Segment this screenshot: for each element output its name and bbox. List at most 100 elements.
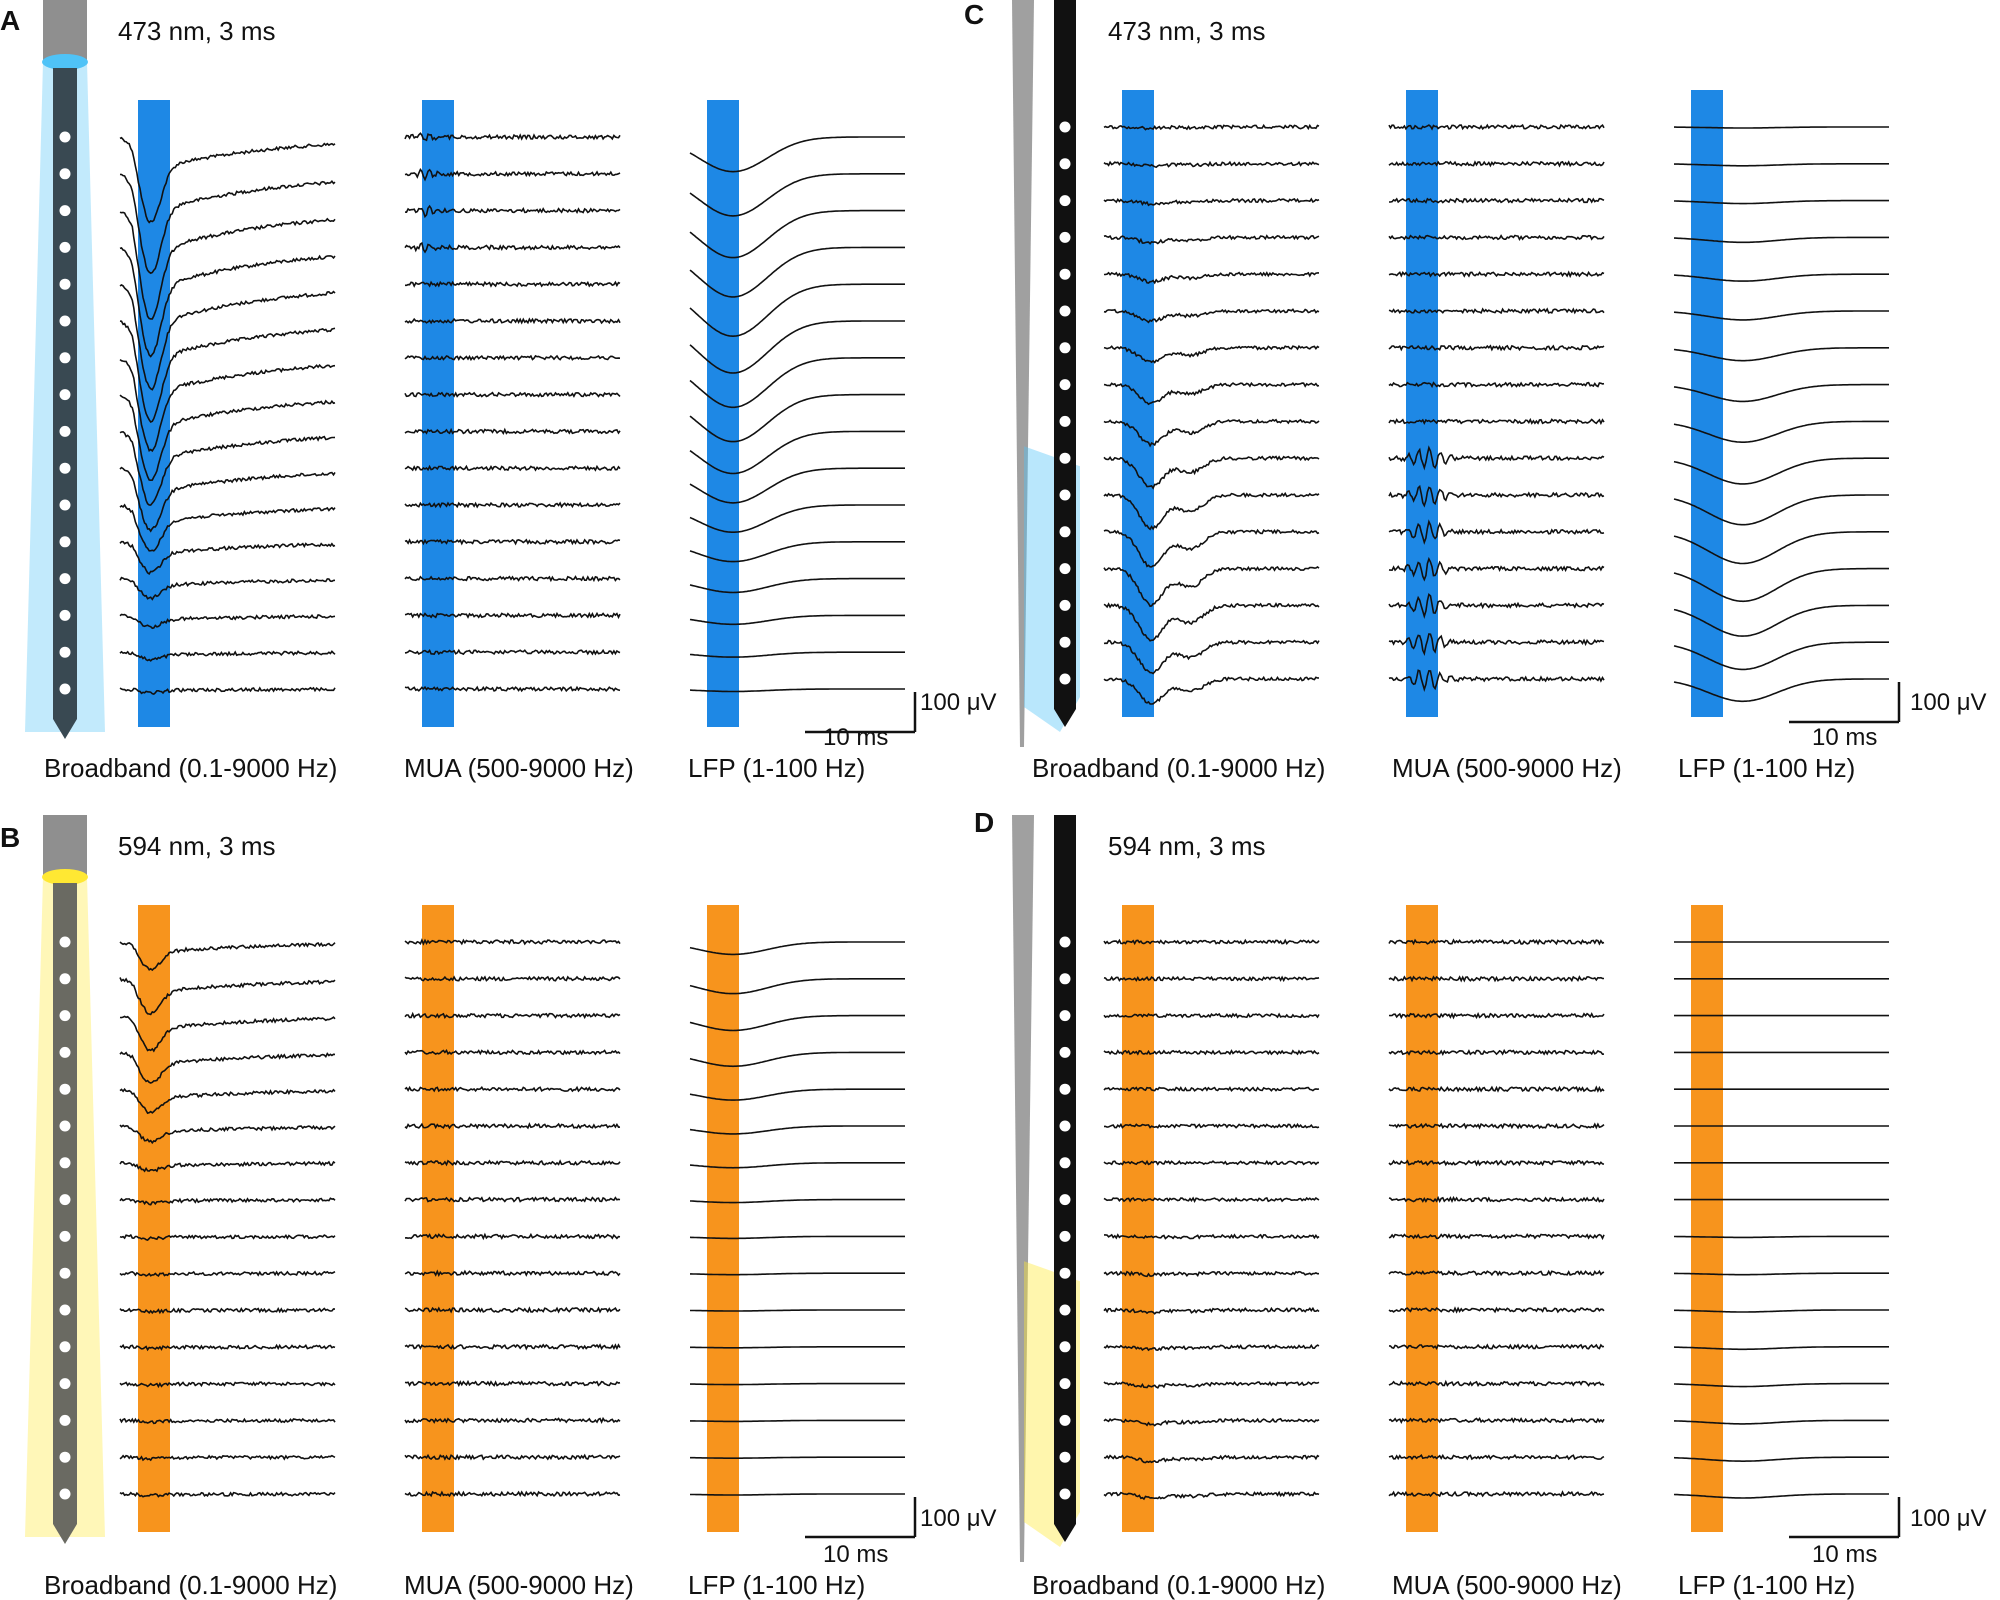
recording-site (59, 1488, 71, 1500)
recording-site (1059, 268, 1071, 280)
trace-line (1674, 1272, 1889, 1276)
trace-line (1388, 633, 1605, 657)
recording-site (59, 536, 71, 548)
recording-site (1059, 1378, 1071, 1390)
trace-line (1388, 381, 1605, 389)
trace-line (119, 173, 336, 275)
trace-line (404, 167, 621, 182)
trace-line (119, 540, 336, 576)
trace-line (689, 246, 905, 298)
trace-line (119, 1454, 336, 1462)
trace-line (119, 211, 336, 320)
trace-line (119, 686, 336, 695)
trace-line (119, 503, 336, 552)
trace-line (404, 538, 621, 546)
recording-site (1059, 526, 1071, 538)
trace-line (1103, 418, 1320, 448)
trace-line (119, 1343, 336, 1352)
panel-graphics-a (25, 0, 917, 739)
trace-line (119, 1417, 336, 1425)
recording-site (1059, 1414, 1071, 1426)
trace-line (1103, 938, 1320, 946)
caption-mua-d: MUA (500-9000 Hz) (1392, 1570, 1622, 1600)
trace-line (404, 354, 621, 362)
recording-site (1059, 1230, 1071, 1242)
recording-site (1059, 973, 1071, 985)
stimulus-bar (1406, 905, 1438, 1532)
trace-line (1673, 1493, 1889, 1499)
trace-line (404, 975, 621, 982)
recording-site (59, 425, 71, 437)
scale-time-c: 10 ms (1812, 724, 1877, 751)
trace-line (689, 688, 905, 693)
trace-line (119, 246, 336, 358)
trace-line (1388, 519, 1605, 545)
probe-shank (1054, 815, 1076, 1542)
caption-lfp-c: LFP (1-100 Hz) (1678, 753, 1855, 783)
trace-line (1673, 273, 1889, 282)
trace-line (1388, 1048, 1605, 1056)
trace-line (1103, 975, 1320, 983)
recording-site (59, 1010, 71, 1022)
trace-line (1103, 1343, 1320, 1352)
recording-site (59, 1157, 71, 1169)
recording-site (59, 1083, 71, 1095)
trace-line (1674, 163, 1889, 167)
trace-line (1673, 420, 1889, 443)
scale-voltage-c: 100 μV (1910, 689, 1987, 716)
trace-line (689, 283, 905, 338)
trace-line (119, 1381, 336, 1389)
recording-site (59, 609, 71, 621)
stimulus-bar (707, 100, 739, 727)
trace-line (119, 320, 336, 423)
probe-shank (53, 883, 77, 1544)
trace-line (1673, 494, 1889, 526)
trace-line (689, 651, 905, 658)
trace-line (1103, 1159, 1319, 1166)
scale-time-a: 10 ms (823, 724, 888, 751)
recording-site (1059, 452, 1071, 464)
trace-line (1388, 160, 1605, 168)
trace-line (690, 1309, 905, 1312)
recording-site (59, 1120, 71, 1132)
trace-line (690, 1493, 905, 1496)
trace-line (1103, 1012, 1320, 1019)
trace-line (1103, 602, 1320, 642)
trace-line (1388, 123, 1605, 131)
fiber-cap (43, 0, 87, 62)
trace-line (1674, 1309, 1889, 1313)
recording-site (59, 389, 71, 401)
recording-site (1059, 158, 1071, 170)
trace-line (1103, 1381, 1320, 1389)
recording-site (59, 462, 71, 474)
trace-line (1104, 1122, 1320, 1129)
trace-line (404, 132, 621, 142)
recording-site (59, 1194, 71, 1206)
trace-line (1103, 1049, 1320, 1056)
scale-time-d: 10 ms (1812, 1541, 1877, 1568)
recording-site (1059, 305, 1071, 317)
stimulus-bar (1122, 905, 1154, 1532)
stimulus-bar (138, 905, 170, 1532)
trace-line (404, 241, 621, 254)
trace-line (1674, 199, 1889, 205)
probe-shank (1054, 0, 1076, 727)
trace-line (404, 575, 621, 583)
trace-line (1673, 310, 1889, 321)
trace-line (1674, 1419, 1889, 1425)
recording-site (59, 1378, 71, 1390)
panel-d: D 594 nm, 3 ms Broadband (0.1-9000 Hz) M… (974, 807, 1987, 1600)
trace-line (689, 1235, 905, 1240)
trace-line (404, 1379, 621, 1388)
recording-site (1059, 563, 1071, 575)
trace-line (119, 1306, 336, 1315)
trace-line (689, 504, 905, 533)
trace-line (119, 394, 336, 482)
trace-line (1103, 1196, 1320, 1203)
panel-letter-b: B (0, 822, 20, 853)
trace-line (1673, 604, 1889, 637)
recording-site (59, 573, 71, 585)
trace-line (1103, 160, 1320, 169)
trace-line (1103, 123, 1320, 131)
recording-site (1059, 231, 1071, 243)
